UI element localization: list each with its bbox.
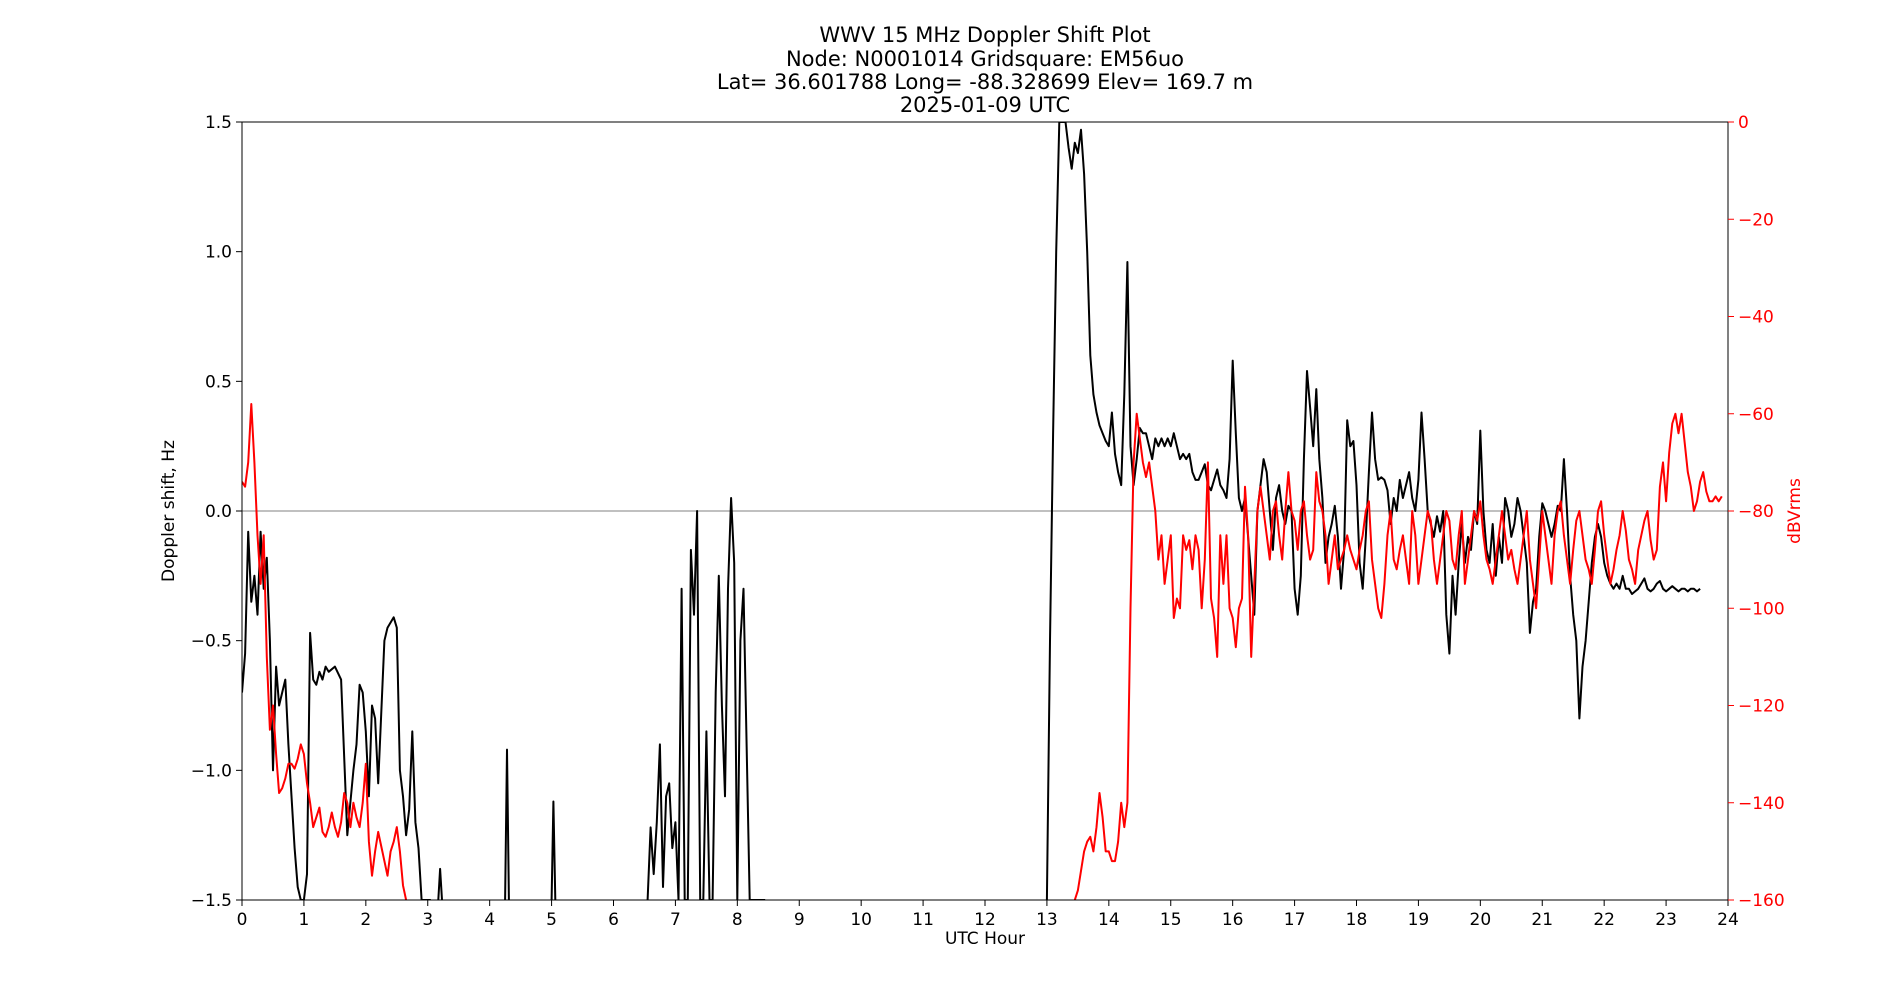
x-tick-label: 8 <box>732 910 743 930</box>
y-axis-right: 0 −20 −40 −60 −80 −100 −120 −140 −160 <box>1728 113 1785 911</box>
x-tick-label: 16 <box>1222 910 1244 930</box>
y2-tick-label: −140 <box>1738 794 1785 814</box>
x-tick-label: 22 <box>1593 910 1615 930</box>
y-tick-label: 0.5 <box>205 372 232 392</box>
x-tick-label: 1 <box>299 910 310 930</box>
doppler-series-line-segment-4 <box>646 497 766 900</box>
x-tick-label: 13 <box>1036 910 1058 930</box>
title-line-2: Node: N0001014 Gridsquare: EM56uo <box>786 47 1184 71</box>
y2-tick-label: −60 <box>1738 405 1774 425</box>
x-tick-label: 19 <box>1408 910 1430 930</box>
y-tick-label: 1.0 <box>205 243 232 263</box>
x-tick-label: 10 <box>850 910 872 930</box>
x-axis: 0 1 2 3 4 5 6 7 8 9 10 11 12 13 14 15 16 17 18 19 20 21 22 23 24 <box>237 900 1739 930</box>
series-layer <box>242 122 1723 900</box>
x-tick-label: 9 <box>794 910 805 930</box>
doppler-series-line-segment-5 <box>1045 122 1701 900</box>
x-tick-label: 12 <box>974 910 996 930</box>
x-tick-label: 18 <box>1346 910 1368 930</box>
x-tick-label: 14 <box>1098 910 1120 930</box>
doppler-series-line-segment-3 <box>550 800 557 900</box>
doppler-series-line-segment-2 <box>504 748 510 900</box>
x-tick-label: 4 <box>484 910 495 930</box>
title-line-1: WWV 15 MHz Doppler Shift Plot <box>819 23 1150 47</box>
title-line-3: Lat= 36.601788 Long= -88.328699 Elev= 16… <box>717 70 1253 94</box>
y2-tick-label: −80 <box>1738 502 1774 522</box>
y2-tick-label: −40 <box>1738 308 1774 328</box>
y2-tick-label: −160 <box>1738 891 1785 911</box>
y2-tick-label: −100 <box>1738 599 1785 619</box>
y-tick-label: 0.0 <box>205 502 232 522</box>
x-tick-label: 23 <box>1655 910 1677 930</box>
y2-axis-label: dBVrms <box>1785 478 1805 544</box>
y-tick-label: −1.5 <box>191 891 232 911</box>
y2-tick-label: −20 <box>1738 210 1774 230</box>
x-tick-label: 2 <box>360 910 371 930</box>
x-tick-label: 6 <box>608 910 619 930</box>
y-tick-label: −1.0 <box>191 761 232 781</box>
x-tick-label: 3 <box>422 910 433 930</box>
x-axis-label: UTC Hour <box>945 929 1025 949</box>
doppler-series-line-segment-0 <box>242 530 431 900</box>
x-tick-label: 20 <box>1470 910 1492 930</box>
y-tick-label: 1.5 <box>205 113 232 133</box>
power-series-line-segment-1 <box>1073 412 1723 900</box>
x-tick-label: 17 <box>1284 910 1306 930</box>
x-tick-label: 0 <box>237 910 248 930</box>
y2-tick-label: −120 <box>1738 697 1785 717</box>
doppler-series-line-segment-1 <box>437 867 443 900</box>
x-tick-label: 21 <box>1531 910 1553 930</box>
y-axis-left: 1.5 1.0 0.5 0.0 −0.5 −1.0 −1.5 <box>191 113 242 911</box>
title-line-4: 2025-01-09 UTC <box>900 93 1070 117</box>
y-tick-label: −0.5 <box>191 632 232 652</box>
power-series-line-segment-0 <box>242 403 408 900</box>
x-tick-label: 7 <box>670 910 681 930</box>
chart-title: WWV 15 MHz Doppler Shift Plot Node: N000… <box>717 23 1253 117</box>
x-tick-label: 15 <box>1160 910 1182 930</box>
x-tick-label: 24 <box>1717 910 1739 930</box>
x-tick-label: 11 <box>912 910 934 930</box>
y2-tick-label: 0 <box>1738 113 1749 133</box>
x-tick-label: 5 <box>546 910 557 930</box>
y-axis-label: Doppler shift, Hz <box>159 440 179 582</box>
